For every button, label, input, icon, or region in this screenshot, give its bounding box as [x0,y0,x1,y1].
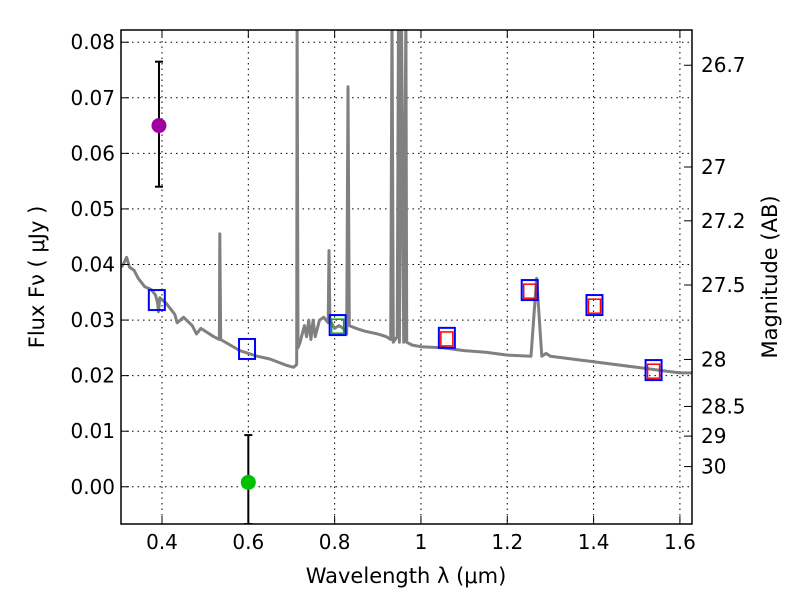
inner-square [522,283,537,299]
y-tick-label: 0.01 [70,419,115,443]
inner-square [330,318,345,334]
x-tick-label: 1.6 [664,530,696,554]
model-square [238,337,257,360]
y-tick-label: 0.04 [70,252,115,276]
mag-tick-label: 28.5 [701,394,746,418]
y-tick-label: 0.07 [70,86,115,110]
axes: 0.4 0.6 0.8 1 1.2 1.4 1.6 0.00 0.01 0.02 0.03 0.04 0… [70,30,746,554]
model-square [644,359,663,382]
mag-tick-label: 27.5 [701,273,746,297]
mag-tick-label: 28 [701,347,726,371]
model-square [328,314,347,337]
mag-tick-label: 27 [701,155,726,179]
y-tick-label: 0.02 [70,364,115,388]
y-tick-label: 0.00 [70,475,115,499]
inner-square [646,363,661,379]
x-tick-label: 0.6 [232,530,264,554]
photometry-point [151,118,167,134]
photometry-point [240,474,256,490]
model-square [585,294,604,317]
y-tick-label: 0.05 [70,197,115,221]
plot-frame [120,29,693,525]
mag-tick-label: 30 [701,455,726,479]
plot-area [121,30,692,524]
x-tick-label: 1.4 [578,530,610,554]
model-square [147,289,166,312]
model-square [437,326,456,349]
y-axis-label: Flux Fν ( μJy ) [25,206,49,349]
x-tick-label: 1.2 [491,530,523,554]
mag-tick-label: 26.7 [701,53,746,77]
x-tick-label: 0.8 [319,530,351,554]
x-tick-label: 1 [415,530,428,554]
y-tick-label: 0.03 [70,308,115,332]
y-tick-label: 0.08 [70,30,115,54]
spectrum-line [121,30,692,375]
x-tick-label: 0.4 [146,530,178,554]
inner-square [440,331,454,347]
mag-tick-label: 29 [701,424,726,448]
right-axis-label: Magnitude (AB) [758,195,782,358]
mag-tick-label: 27.2 [701,209,746,233]
model-square [520,279,539,302]
y-tick-label: 0.06 [70,141,115,165]
x-axis-label: Wavelength λ (μm) [306,564,507,588]
inner-square [587,298,602,314]
